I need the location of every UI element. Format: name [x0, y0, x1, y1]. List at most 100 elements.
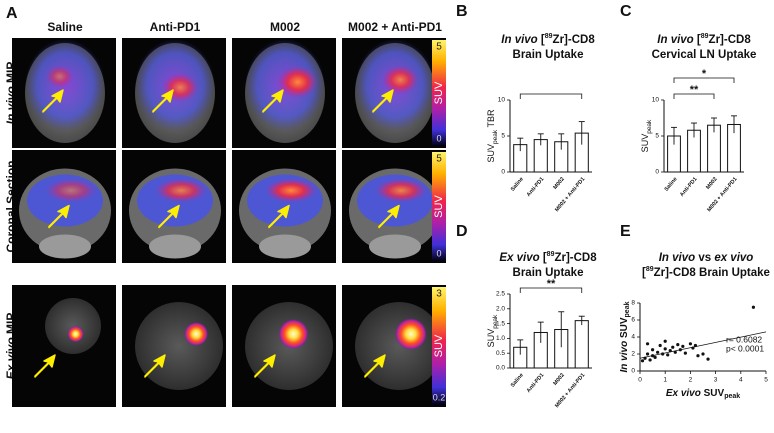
- colorbar-unit: SUV: [433, 81, 445, 104]
- jaw: [369, 234, 421, 259]
- hotspot: [394, 318, 427, 350]
- hotspot: [45, 178, 97, 203]
- text-part: peak: [724, 393, 740, 400]
- point: [653, 355, 657, 359]
- text-part: [: [538, 34, 545, 46]
- x-tick-label: Anti-PD1: [679, 176, 699, 198]
- y-tick-label: 8: [631, 300, 635, 307]
- point: [751, 305, 756, 309]
- text-part: SUV: [701, 388, 725, 399]
- text-part: SUV: [486, 329, 496, 348]
- x-tick-label: M002: [705, 176, 718, 190]
- x-tick-label: 5: [764, 377, 768, 384]
- text-part: SUV: [619, 317, 630, 341]
- jaw: [39, 234, 91, 259]
- panel-label: A: [6, 5, 18, 22]
- x-tick-label: 0: [638, 377, 642, 384]
- point: [666, 353, 670, 357]
- chart-title: In vivo [89Zr]-CD8: [657, 33, 751, 46]
- text-part: SUV: [486, 144, 496, 163]
- significance-bracket: [519, 93, 583, 99]
- image-cell: [232, 285, 336, 407]
- point: [696, 354, 700, 358]
- y-tick-label: 0: [501, 169, 505, 176]
- point: [701, 352, 705, 356]
- arrow: [152, 89, 174, 113]
- tissue: [135, 302, 223, 390]
- arrow: [254, 354, 276, 378]
- chart-title: Cervical LN Uptake: [652, 49, 757, 61]
- text-part: peak: [492, 314, 499, 329]
- text-part: 89: [646, 266, 654, 273]
- point: [673, 350, 677, 354]
- colorbar: [432, 287, 446, 405]
- y-tick-label: 1.0: [496, 335, 505, 342]
- image-cell: [12, 38, 116, 148]
- text-part: vs: [695, 252, 714, 264]
- point: [706, 357, 710, 361]
- text-part: peak: [492, 129, 499, 144]
- y-tick-label: 1.5: [496, 320, 505, 327]
- image-cell: [122, 285, 226, 407]
- hotspot: [278, 319, 309, 349]
- y-tick-label: 5: [655, 133, 659, 140]
- arrow: [364, 354, 386, 378]
- x-tick-label: Saline: [664, 176, 679, 192]
- colorbar-max: 5: [436, 154, 442, 165]
- chart-title: Brain Uptake: [513, 267, 584, 279]
- point: [663, 339, 667, 343]
- y-axis-label: SUVpeak: [640, 119, 653, 152]
- hotspot: [382, 65, 419, 95]
- point: [683, 351, 687, 355]
- panel-label: B: [456, 3, 468, 20]
- image-cell: [12, 150, 116, 263]
- image-cell: [342, 150, 446, 263]
- trend-line: [639, 331, 767, 359]
- y-axis-label: In vivo SUVpeak: [619, 301, 632, 372]
- hotspot: [265, 178, 317, 203]
- arrow: [378, 204, 400, 229]
- colorbar-min: 0: [436, 248, 441, 258]
- y-axis-label: SUVpeak: [486, 314, 499, 347]
- x-tick-label: Saline: [510, 372, 525, 388]
- point: [681, 344, 685, 348]
- text-part: Ex vivo: [666, 388, 701, 399]
- point: [640, 359, 645, 363]
- y-tick-label: 0.0: [496, 365, 505, 372]
- hotspot: [184, 322, 209, 346]
- point: [693, 343, 698, 348]
- hotspot: [155, 178, 207, 203]
- column-label: M002 + Anti-PD1: [348, 20, 442, 34]
- chart-title: In vivo [89Zr]-CD8: [501, 33, 595, 46]
- point: [663, 347, 667, 351]
- text-part: In vivo: [657, 34, 693, 46]
- y-tick-label: 2: [631, 351, 635, 358]
- y-axis-label: SUVpeak TBR: [486, 109, 499, 162]
- arrow: [48, 204, 70, 229]
- panel-label: C: [620, 3, 632, 20]
- significance-bracket: [673, 93, 715, 99]
- image-cell: [342, 38, 446, 148]
- text-part: peak: [624, 301, 631, 317]
- significance-label: **: [690, 84, 699, 96]
- colorbar: [432, 152, 446, 261]
- jaw: [149, 234, 201, 259]
- x-tick-label: Anti-PD1: [526, 176, 546, 198]
- column-label: Saline: [47, 20, 83, 34]
- annotation: p< 0.0001: [726, 343, 764, 353]
- y-tick-label: 6: [631, 317, 635, 324]
- point: [643, 356, 647, 360]
- colorbar-max: 5: [436, 42, 442, 53]
- text-part: 89: [701, 33, 709, 40]
- x-tick-label: 4: [739, 377, 743, 384]
- x-tick-label: M002: [552, 372, 565, 386]
- x-tick-label: Anti-PD1: [526, 372, 546, 394]
- y-tick-label: 2.5: [496, 291, 505, 298]
- column-label: Anti-PD1: [150, 20, 201, 34]
- image-cell: [122, 150, 226, 263]
- point: [678, 348, 682, 352]
- y-tick-label: 10: [498, 97, 506, 104]
- text-part: SUV: [640, 134, 650, 153]
- significance-bracket: [519, 287, 583, 293]
- chart-title: In vivo vs ex vivo: [659, 252, 754, 264]
